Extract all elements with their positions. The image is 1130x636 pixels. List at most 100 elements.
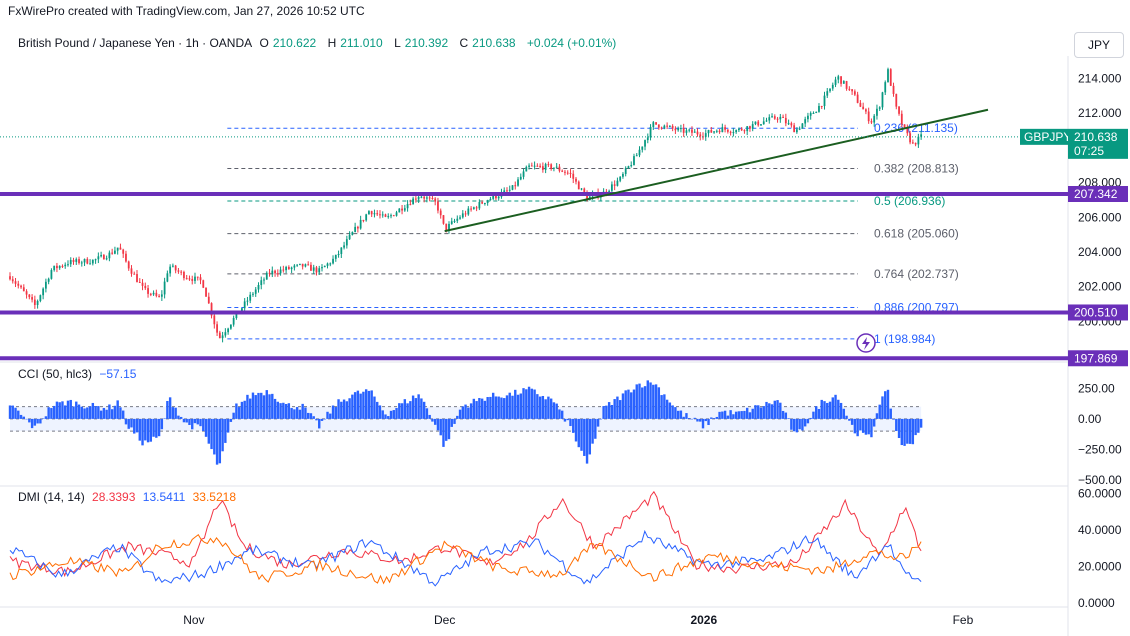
chart-attribution: FxWirePro created with TradingView.com, … xyxy=(8,4,365,18)
fib-label: 0.382 (208.813) xyxy=(874,161,959,175)
candle-body xyxy=(196,276,199,278)
candle-body xyxy=(528,165,530,167)
cci-bar xyxy=(729,410,732,419)
candle-body xyxy=(638,149,641,156)
cci-bar xyxy=(246,394,249,419)
currency-button[interactable]: JPY xyxy=(1074,32,1124,58)
cci-bar xyxy=(381,410,384,419)
candle-body xyxy=(64,264,67,267)
cci-bar xyxy=(72,406,75,419)
cci-bar xyxy=(389,410,393,419)
cci-bar xyxy=(108,404,111,419)
candle-body xyxy=(539,165,542,167)
cci-bar xyxy=(157,418,161,437)
candle-body xyxy=(735,130,738,133)
cci-bar xyxy=(149,418,153,442)
candle-body xyxy=(917,136,920,145)
cci-bar xyxy=(11,405,14,419)
candle-body xyxy=(105,258,108,260)
candle-body xyxy=(627,166,630,169)
candle-body xyxy=(299,263,301,265)
cci-bar xyxy=(558,409,561,419)
candle-body xyxy=(373,213,376,215)
candle-body xyxy=(812,112,815,114)
cci-bar xyxy=(522,388,525,419)
candle-body xyxy=(448,223,450,230)
price-y-tick: 204.000 xyxy=(1078,245,1122,259)
candle-body xyxy=(188,278,191,280)
candle-body xyxy=(61,265,64,267)
candle-body xyxy=(370,211,373,215)
candle-body xyxy=(533,165,536,167)
cci-bar xyxy=(110,409,114,419)
candle-body xyxy=(878,107,881,109)
candle-body xyxy=(293,265,296,268)
cci-bar xyxy=(425,408,429,419)
candle-body xyxy=(751,124,754,129)
candle-body xyxy=(503,190,506,193)
cci-bar xyxy=(616,396,619,419)
candle-body xyxy=(453,220,456,222)
cci-bar xyxy=(378,405,382,419)
cci-bar xyxy=(555,403,558,419)
cci-bar xyxy=(422,401,426,419)
candle-body xyxy=(809,113,812,116)
candle-body xyxy=(318,268,321,273)
candle-body xyxy=(840,76,842,84)
cci-bar xyxy=(710,417,713,419)
dmi-plus-value: 13.5411 xyxy=(142,490,186,504)
candle-body xyxy=(517,179,519,186)
cci-bar xyxy=(911,418,915,445)
candle-body xyxy=(445,223,448,230)
candle-body xyxy=(86,258,89,264)
cci-bar xyxy=(635,384,638,419)
candle-body xyxy=(691,129,693,133)
cci-bar xyxy=(903,418,906,446)
candle-body xyxy=(795,129,798,133)
cci-bar xyxy=(649,382,652,419)
cci-bar xyxy=(179,416,183,419)
cci-bar xyxy=(544,399,547,419)
cci-bar xyxy=(456,415,459,419)
cci-bar xyxy=(340,401,343,419)
candle-body xyxy=(815,111,818,113)
candle-body xyxy=(718,130,721,133)
cci-bar xyxy=(900,418,904,446)
candle-body xyxy=(561,170,564,172)
candle-body xyxy=(649,127,652,138)
candle-body xyxy=(183,271,185,279)
candle-body xyxy=(834,79,837,85)
cci-bar xyxy=(384,414,387,419)
candle-body xyxy=(486,200,489,204)
candle-body xyxy=(677,128,680,131)
cci-bar xyxy=(547,396,550,419)
candle-body xyxy=(249,294,252,301)
cci-bar xyxy=(141,418,144,446)
candle-body xyxy=(865,109,867,112)
level-tag-label: 200.510 xyxy=(1074,305,1118,319)
candle-body xyxy=(149,293,152,295)
candle-body xyxy=(807,115,809,120)
cci-bar xyxy=(870,418,873,438)
candle-body xyxy=(36,300,39,305)
candle-body xyxy=(69,260,72,265)
cci-bar xyxy=(135,418,139,433)
candle-body xyxy=(583,188,586,194)
cci-bar xyxy=(886,389,890,419)
cci-bar xyxy=(124,418,128,425)
candle-body xyxy=(44,281,47,289)
candle-body xyxy=(155,292,158,296)
candle-body xyxy=(597,192,599,198)
candle-body xyxy=(39,295,42,301)
candle-body xyxy=(461,213,464,218)
cci-bar xyxy=(469,403,473,419)
cci-bar xyxy=(745,407,749,419)
cci-bar xyxy=(207,418,210,444)
cci-bar xyxy=(699,418,702,422)
cci-bar xyxy=(364,389,368,419)
cci-bar xyxy=(398,403,401,419)
cci-bar xyxy=(563,418,567,422)
cci-bar xyxy=(191,418,194,430)
candle-body xyxy=(290,267,293,270)
